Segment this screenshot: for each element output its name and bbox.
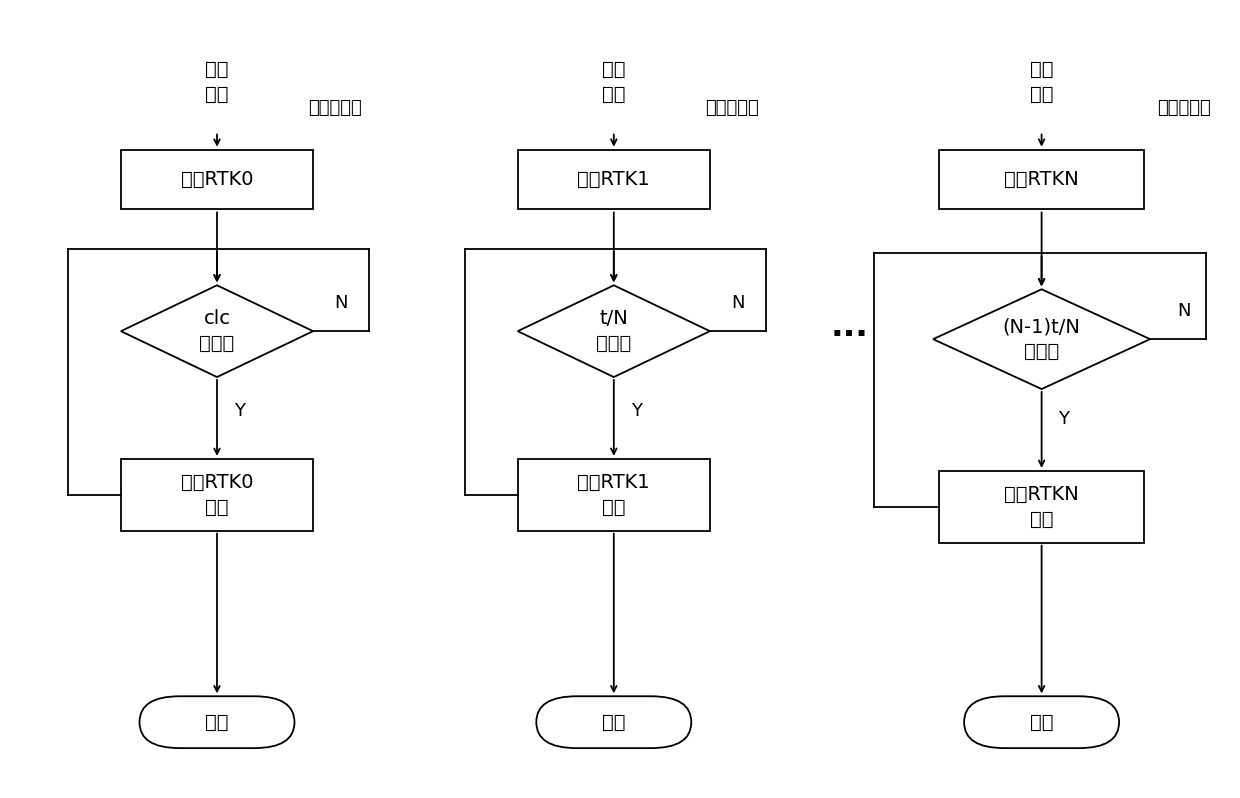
Text: clc
时刻？: clc 时刻？	[200, 309, 234, 354]
FancyBboxPatch shape	[536, 696, 692, 749]
Text: Y: Y	[234, 402, 244, 420]
Text: 机载RTK0: 机载RTK0	[181, 170, 253, 189]
Text: 输出RTKN
数据: 输出RTKN 数据	[1004, 484, 1079, 529]
FancyBboxPatch shape	[517, 459, 709, 531]
FancyBboxPatch shape	[120, 150, 312, 209]
Text: 结束: 结束	[1030, 713, 1053, 732]
FancyBboxPatch shape	[120, 459, 312, 531]
Text: 外部
触发: 外部 触发	[206, 60, 228, 104]
Text: 或默认配置: 或默认配置	[1157, 99, 1211, 117]
FancyBboxPatch shape	[517, 150, 709, 209]
Polygon shape	[932, 290, 1149, 389]
FancyBboxPatch shape	[940, 150, 1145, 209]
FancyBboxPatch shape	[940, 471, 1145, 543]
Text: 机载RTKN: 机载RTKN	[1004, 170, 1079, 189]
Text: 输出RTK1
数据: 输出RTK1 数据	[578, 472, 650, 517]
FancyBboxPatch shape	[139, 696, 295, 749]
Text: ···: ···	[831, 318, 868, 352]
Text: N: N	[732, 294, 744, 312]
FancyBboxPatch shape	[965, 696, 1118, 749]
Text: Y: Y	[631, 402, 641, 420]
Text: Y: Y	[1059, 410, 1069, 428]
Polygon shape	[120, 286, 312, 377]
Text: 或默认配置: 或默认配置	[704, 99, 759, 117]
Text: 输出RTK0
数据: 输出RTK0 数据	[181, 472, 253, 517]
Text: N: N	[1178, 302, 1190, 320]
Text: 机载RTK1: 机载RTK1	[578, 170, 650, 189]
Text: N: N	[335, 294, 347, 312]
Text: t/N
时刻？: t/N 时刻？	[596, 309, 631, 354]
Polygon shape	[517, 286, 709, 377]
Text: 外部
触发: 外部 触发	[603, 60, 625, 104]
Text: 外部
触发: 外部 触发	[1030, 60, 1053, 104]
Text: 结束: 结束	[603, 713, 625, 732]
Text: (N-1)t/N
时刻？: (N-1)t/N 时刻？	[1003, 317, 1080, 361]
Text: 或默认配置: 或默认配置	[308, 99, 362, 117]
Text: 结束: 结束	[206, 713, 228, 732]
